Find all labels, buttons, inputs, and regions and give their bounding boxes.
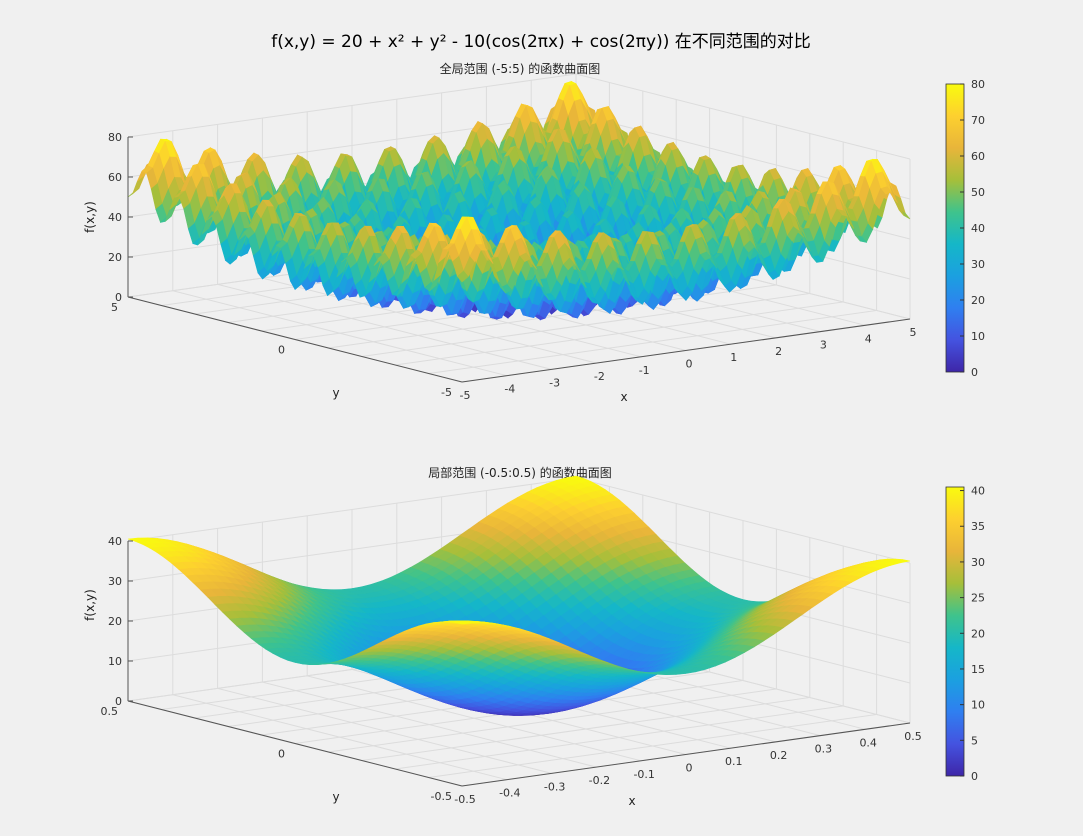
subplot-title: 全局范围 (-5:5) 的函数曲面图	[440, 61, 601, 76]
surface-patch	[131, 175, 145, 195]
figure-title: f(x,y) = 20 + x² + y² - 10(cos(2πx) + co…	[271, 32, 811, 52]
surface-mesh	[127, 80, 911, 321]
